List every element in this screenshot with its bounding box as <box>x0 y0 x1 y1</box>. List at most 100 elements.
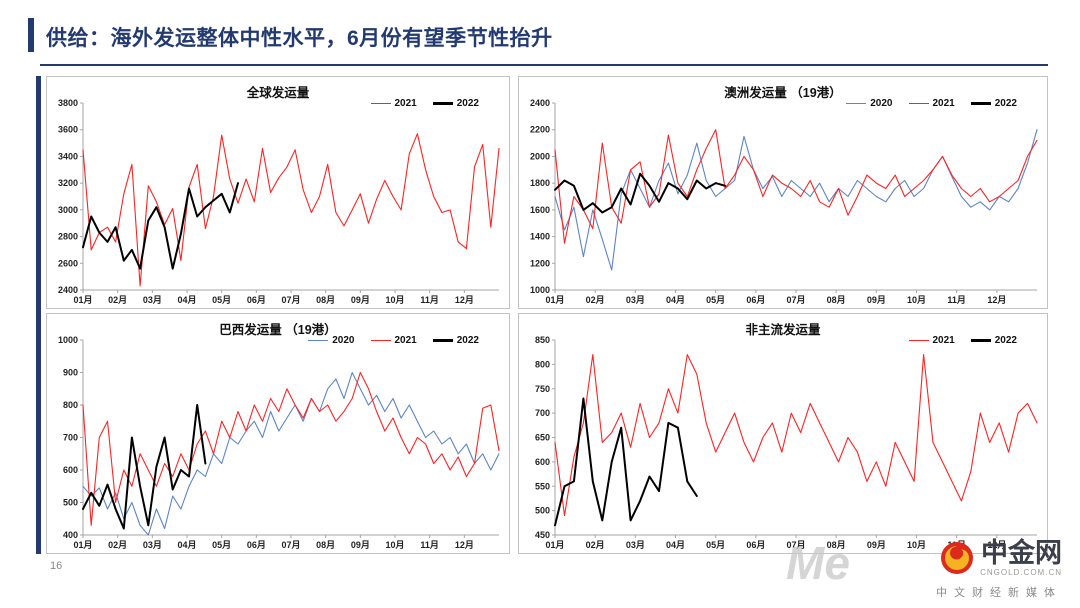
chart-title: 澳洲发运量 （19港） <box>724 86 842 100</box>
legend-item: 2021 <box>370 335 417 346</box>
svg-text:600: 600 <box>63 465 78 475</box>
legend-label: 2022 <box>994 98 1017 109</box>
svg-text:1800: 1800 <box>530 178 550 188</box>
legend-label: 2021 <box>932 335 955 346</box>
svg-text:03月: 03月 <box>626 295 645 305</box>
svg-text:1600: 1600 <box>530 205 550 215</box>
legend-label: 2021 <box>932 98 955 109</box>
page-title: 供给：海外发运整体中性水平，6月份有望季节性抬升 <box>46 27 553 50</box>
legend-line-swatch <box>970 339 991 342</box>
legend-item: 2022 <box>970 335 1017 346</box>
svg-text:09月: 09月 <box>867 295 886 305</box>
legend-item: 2022 <box>432 98 479 109</box>
svg-text:900: 900 <box>63 368 78 378</box>
chart-title: 全球发运量 <box>246 86 310 100</box>
svg-text:07月: 07月 <box>281 295 300 305</box>
legend-label: 2020 <box>870 98 893 109</box>
svg-text:06月: 06月 <box>746 540 765 550</box>
svg-text:08月: 08月 <box>316 540 335 550</box>
svg-text:12月: 12月 <box>987 540 1006 550</box>
svg-text:04月: 04月 <box>666 540 685 550</box>
logo-text: 中金网 CNGOLD.COM.CN <box>980 538 1062 577</box>
legend-label: 2022 <box>456 98 479 109</box>
svg-text:10月: 10月 <box>907 295 926 305</box>
legend-line-swatch <box>370 339 391 342</box>
svg-text:02月: 02月 <box>108 295 127 305</box>
svg-text:700: 700 <box>535 408 550 418</box>
title-accent-bar <box>28 18 34 52</box>
svg-text:09月: 09月 <box>351 540 370 550</box>
line-chart: 1000 1200 1400 1600 1800 2000 2200 2400 01月 02月 03… <box>530 98 1038 305</box>
svg-text:800: 800 <box>63 400 78 410</box>
svg-text:08月: 08月 <box>827 295 846 305</box>
line-chart: 450 500 550 600 650 700 750 800 850 01月 02月 03月 04月 0… <box>535 335 1038 550</box>
svg-text:03月: 03月 <box>626 540 645 550</box>
svg-text:800: 800 <box>535 359 550 369</box>
svg-text:1000: 1000 <box>58 335 78 345</box>
svg-text:05月: 05月 <box>706 295 725 305</box>
legend: 2020 2021 2022 <box>846 98 1017 109</box>
svg-text:01月: 01月 <box>73 540 92 550</box>
left-accent-bar <box>36 76 41 554</box>
legend-item: 2022 <box>432 335 479 346</box>
legend-line-swatch <box>308 339 329 342</box>
svg-text:11月: 11月 <box>420 295 439 305</box>
svg-text:03月: 03月 <box>143 295 162 305</box>
legend-item: 2020 <box>308 335 355 346</box>
svg-text:05月: 05月 <box>212 540 231 550</box>
svg-text:2400: 2400 <box>58 285 78 295</box>
svg-text:02月: 02月 <box>108 540 127 550</box>
line-chart: 400 500 600 700 800 900 1000 01月 02月 03月 04月 05月 06月… <box>58 335 500 550</box>
logo-row: 中金网 CNGOLD.COM.CN <box>940 538 1062 577</box>
legend-item: 2021 <box>908 335 955 346</box>
svg-text:3000: 3000 <box>58 205 78 215</box>
svg-text:500: 500 <box>63 498 78 508</box>
legend: 2020 2021 2022 <box>308 335 479 346</box>
svg-text:01月: 01月 <box>545 295 564 305</box>
svg-text:11月: 11月 <box>947 295 966 305</box>
svg-text:04月: 04月 <box>666 295 685 305</box>
svg-text:1000: 1000 <box>530 285 550 295</box>
legend-line-swatch <box>432 102 453 105</box>
svg-text:02月: 02月 <box>586 540 605 550</box>
svg-text:450: 450 <box>535 530 550 540</box>
logo-tagline: 中文财经新媒体 <box>936 587 1062 599</box>
svg-text:12月: 12月 <box>455 540 474 550</box>
svg-text:08月: 08月 <box>316 295 335 305</box>
svg-text:12月: 12月 <box>987 295 1006 305</box>
chart-title: 非主流发运量 <box>745 323 821 337</box>
svg-text:3400: 3400 <box>58 151 78 161</box>
svg-text:04月: 04月 <box>177 295 196 305</box>
svg-text:1200: 1200 <box>530 258 550 268</box>
legend-line-swatch <box>970 102 991 105</box>
svg-text:1400: 1400 <box>530 232 550 242</box>
legend-line-swatch <box>432 339 453 342</box>
legend-item: 2021 <box>908 98 955 109</box>
svg-text:03月: 03月 <box>143 540 162 550</box>
svg-text:05月: 05月 <box>706 540 725 550</box>
svg-text:750: 750 <box>535 384 550 394</box>
svg-text:10月: 10月 <box>385 295 404 305</box>
svg-text:01月: 01月 <box>73 295 92 305</box>
svg-text:07月: 07月 <box>786 540 805 550</box>
chart-panel-brazil: 巴西发运量 （19港） 2020 2021 2022 400 500 600 700 800… <box>46 313 510 554</box>
chart-panel-australia: 澳洲发运量 （19港） 2020 2021 2022 1000 1200 1400 160… <box>518 76 1048 309</box>
svg-text:2000: 2000 <box>530 151 550 161</box>
svg-text:400: 400 <box>63 530 78 540</box>
legend-label: 2022 <box>994 335 1017 346</box>
line-chart: 2400 2600 2800 3000 3200 3400 3600 3800 01月 02月 03… <box>58 98 500 305</box>
legend: 2021 2022 <box>908 335 1017 346</box>
svg-text:01月: 01月 <box>545 540 564 550</box>
legend-item: 2022 <box>970 98 1017 109</box>
svg-text:600: 600 <box>535 457 550 467</box>
legend-item: 2020 <box>846 98 893 109</box>
chart-panel-nonmainstream: 非主流发运量 2021 2022 450 500 550 600 650 700 750 800… <box>518 313 1048 554</box>
svg-text:650: 650 <box>535 433 550 443</box>
cngold-logo-icon <box>940 541 974 575</box>
legend-label: 2022 <box>456 335 479 346</box>
svg-text:06月: 06月 <box>746 295 765 305</box>
svg-text:12月: 12月 <box>455 295 474 305</box>
svg-text:08月: 08月 <box>827 540 846 550</box>
svg-text:02月: 02月 <box>586 295 605 305</box>
